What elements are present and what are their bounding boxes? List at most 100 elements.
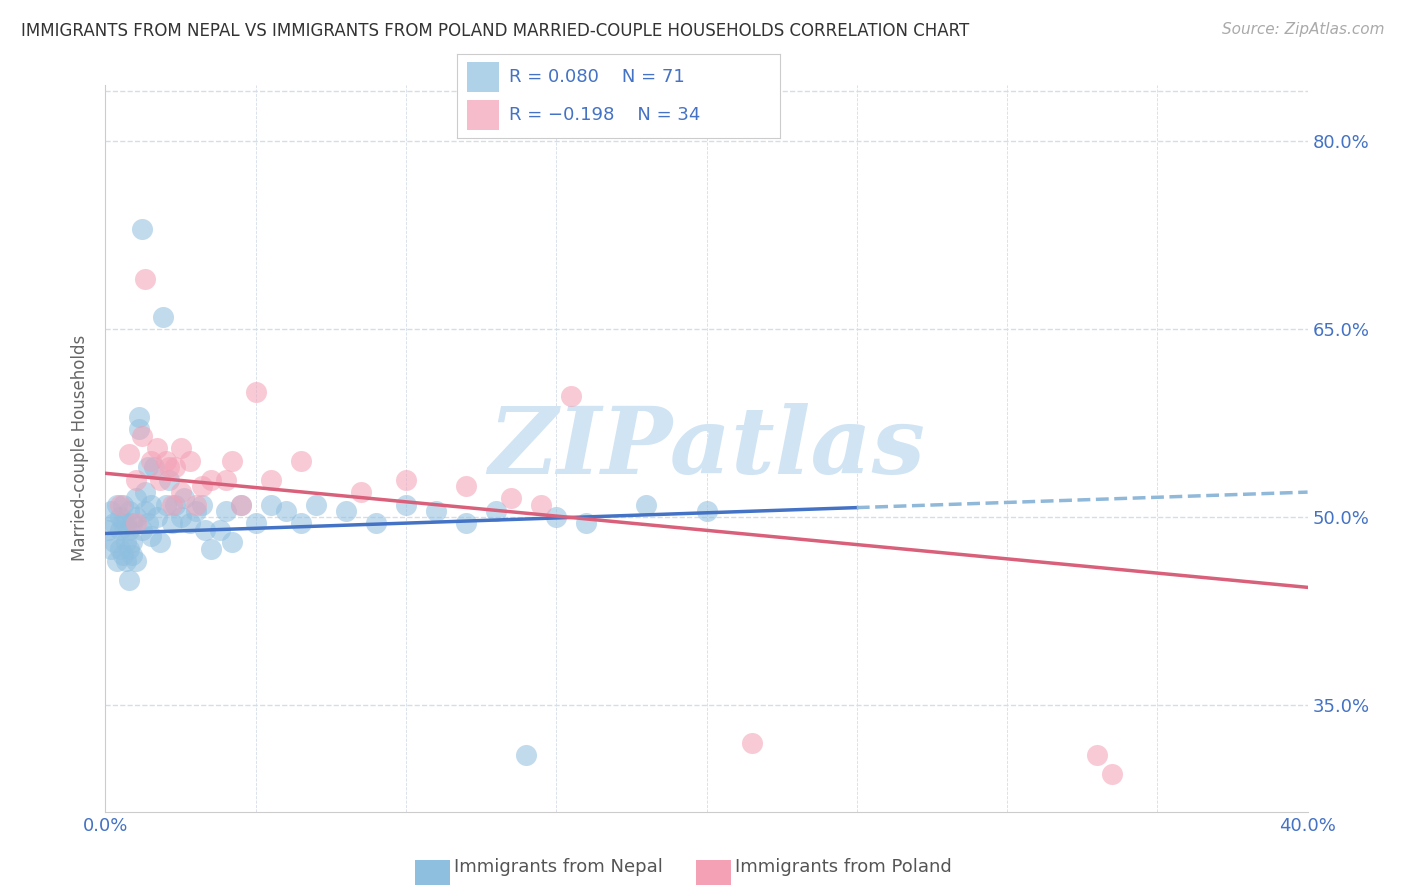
Point (169, 510, 191, 524)
Point (485, 504, 508, 518)
Point (425, 504, 447, 518)
Point (305, 498, 328, 512)
Point (696, 504, 718, 518)
Point (274, 504, 297, 518)
Point (214, 504, 236, 518)
Point (169, 442, 191, 455)
Point (112, 498, 135, 512)
Point (530, 498, 553, 512)
Point (152, 310, 174, 324)
Point (136, 460, 159, 475)
Point (454, 516, 477, 531)
Point (100, 541, 122, 556)
Text: Immigrants from Nepal: Immigrants from Nepal (454, 858, 664, 876)
Point (131, 222, 153, 236)
Point (112, 548, 135, 562)
Point (131, 523, 153, 537)
Point (741, 736, 763, 750)
Point (290, 454, 312, 468)
Point (155, 498, 177, 512)
Point (179, 516, 201, 531)
Point (179, 454, 201, 468)
Point (118, 573, 141, 587)
Point (335, 504, 357, 518)
Point (103, 535, 125, 549)
Text: R = 0.080    N = 71: R = 0.080 N = 71 (509, 68, 685, 86)
Point (1101, 767, 1123, 781)
Point (245, 516, 267, 531)
Point (124, 554, 146, 568)
Point (163, 460, 186, 475)
Point (636, 498, 658, 512)
Point (124, 491, 146, 506)
Point (245, 384, 267, 399)
Point (454, 479, 477, 493)
Point (395, 473, 418, 487)
Point (118, 541, 141, 556)
Point (139, 454, 162, 468)
Bar (467, 100, 499, 130)
Point (112, 516, 135, 531)
Point (163, 498, 186, 512)
Point (190, 498, 212, 512)
Point (118, 448, 141, 462)
Point (160, 516, 183, 531)
Point (107, 498, 129, 512)
Point (134, 504, 156, 518)
Point (145, 442, 167, 455)
Point (115, 554, 138, 568)
Point (290, 516, 312, 531)
Point (110, 541, 132, 556)
Point (136, 516, 159, 531)
Bar (467, 62, 499, 92)
Point (148, 473, 170, 487)
Point (229, 498, 252, 512)
Point (501, 491, 523, 506)
Point (160, 498, 183, 512)
Point (121, 535, 143, 549)
Point (350, 485, 373, 500)
Point (157, 473, 180, 487)
Point (214, 473, 236, 487)
Point (221, 454, 243, 468)
Text: R = −0.198    N = 34: R = −0.198 N = 34 (509, 106, 700, 124)
Point (395, 498, 418, 512)
Point (121, 516, 143, 531)
Text: ZIPatlas: ZIPatlas (488, 403, 925, 493)
Point (260, 498, 283, 512)
Point (103, 516, 125, 531)
Point (184, 498, 207, 512)
Point (110, 498, 132, 512)
Point (107, 554, 129, 568)
Point (184, 504, 207, 518)
Point (124, 473, 146, 487)
Point (364, 516, 387, 531)
Point (97, 523, 120, 537)
Point (190, 479, 212, 493)
Y-axis label: Married-couple Households: Married-couple Households (72, 335, 90, 561)
Point (134, 485, 156, 500)
Text: Immigrants from Poland: Immigrants from Poland (735, 858, 952, 876)
Point (142, 460, 165, 475)
Point (100, 504, 122, 518)
Point (200, 541, 222, 556)
Point (546, 510, 568, 524)
Point (139, 529, 162, 543)
Point (560, 388, 582, 402)
Point (128, 409, 150, 424)
Point (124, 516, 146, 531)
Point (157, 460, 180, 475)
Point (118, 523, 141, 537)
Point (118, 504, 141, 518)
Point (148, 535, 170, 549)
Point (121, 548, 143, 562)
Point (221, 535, 243, 549)
Point (145, 510, 167, 524)
Text: Source: ZipAtlas.com: Source: ZipAtlas.com (1222, 22, 1385, 37)
Text: IMMIGRANTS FROM NEPAL VS IMMIGRANTS FROM POLAND MARRIED-COUPLE HOUSEHOLDS CORREL: IMMIGRANTS FROM NEPAL VS IMMIGRANTS FROM… (21, 22, 969, 40)
Point (1085, 748, 1108, 763)
Point (173, 491, 195, 506)
Point (115, 535, 138, 549)
Point (200, 473, 222, 487)
Point (515, 748, 537, 763)
